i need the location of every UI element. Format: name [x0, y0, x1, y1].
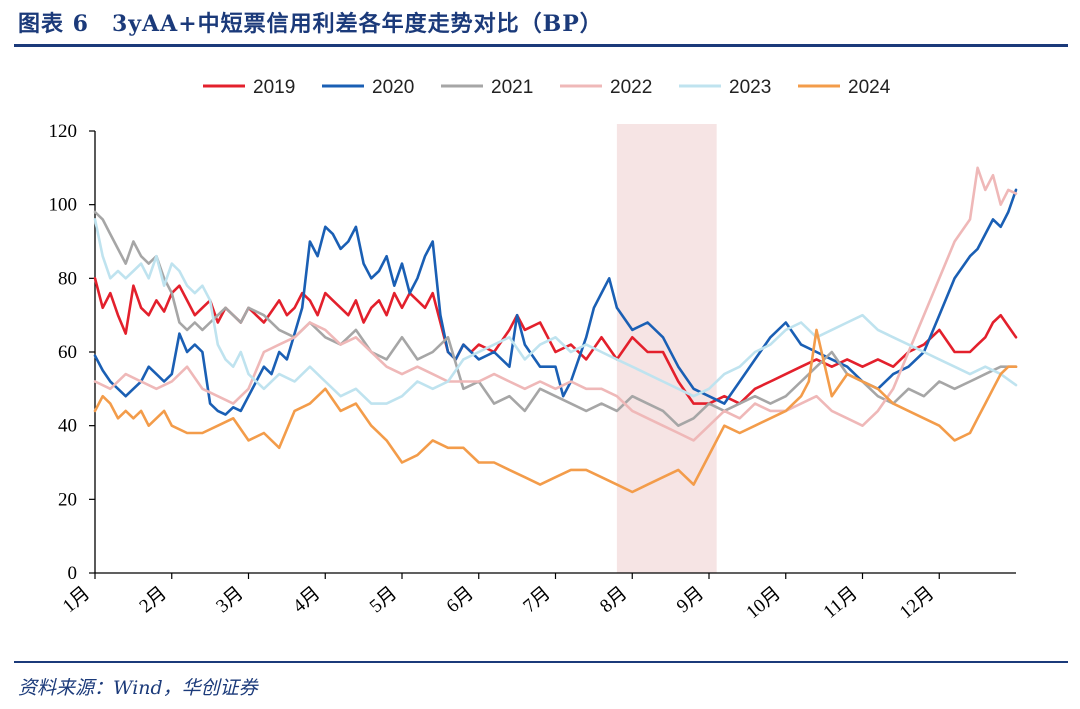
legend-label-2023: 2023	[729, 77, 771, 98]
shaded-region-layer	[616, 124, 717, 573]
legend-label-2021: 2021	[491, 77, 533, 98]
highlight-band	[616, 124, 717, 573]
legend: 2019 2020 2021 2022 2023 2024	[203, 77, 891, 98]
y-tick-label: 80	[58, 268, 77, 289]
x-tick-label: 6月	[443, 583, 478, 617]
figure-title: 图表 6 3yAA+中短票信用利差各年度走势对比（BP）	[18, 11, 603, 37]
x-tick-label: 4月	[289, 583, 324, 617]
series-lines	[93, 166, 1018, 494]
y-tick-label: 20	[58, 489, 77, 510]
series-line-2020	[93, 188, 1018, 416]
footer-divider	[14, 661, 1068, 663]
axes: 0 20 40 60 80 100 120 1月 2月 3月 4月 5月 6月 7月 8月 9月 10月 11月 1…	[49, 121, 1016, 624]
y-tick-label: 40	[58, 416, 77, 437]
x-tick-label: 3月	[212, 583, 247, 617]
source-note: 资料来源：Wind，华创证券	[18, 677, 258, 699]
y-tick-label: 60	[58, 342, 77, 363]
legend-label-2024: 2024	[848, 77, 891, 98]
x-tick-label: 5月	[366, 583, 401, 617]
y-tick-label: 0	[68, 563, 78, 584]
y-tick-label: 100	[49, 195, 78, 216]
series-line-2023	[93, 218, 1018, 405]
series-line-2019	[93, 276, 1018, 405]
title-divider	[14, 44, 1068, 47]
legend-label-2022: 2022	[610, 77, 652, 98]
x-tick-label: 11月	[820, 583, 862, 623]
legend-label-2020: 2020	[372, 77, 414, 98]
series-line-2021	[93, 210, 1018, 428]
x-tick-label: 10月	[742, 583, 785, 624]
x-tick-label: 1月	[59, 583, 94, 617]
x-tick-label: 12月	[896, 583, 939, 624]
series-line-2024	[93, 328, 1018, 494]
x-tick-label: 9月	[673, 583, 708, 617]
x-tick-label: 2月	[136, 583, 171, 617]
series-line-2022	[93, 166, 1018, 442]
x-tick-label: 8月	[596, 583, 631, 617]
x-tick-label: 7月	[519, 583, 554, 617]
legend-label-2019: 2019	[253, 77, 295, 98]
y-tick-label: 120	[49, 121, 78, 142]
